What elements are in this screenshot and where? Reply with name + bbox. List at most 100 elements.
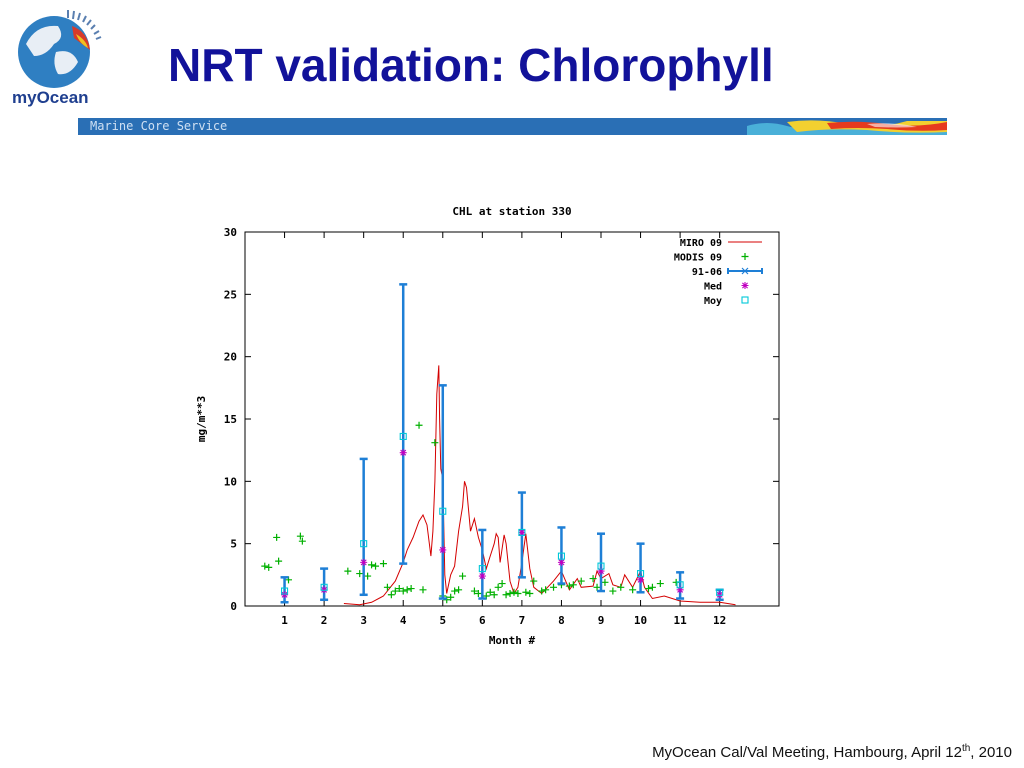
ocean-map-strip	[747, 118, 947, 135]
x-tick-label: 9	[598, 614, 605, 627]
moy-point	[281, 587, 289, 595]
legend-label: Moy	[704, 296, 722, 307]
moy-point	[478, 565, 486, 573]
modis-point	[474, 590, 482, 598]
modis-point	[530, 577, 538, 585]
slide-footer: MyOcean Cal/Val Meeting, Hambourg, April…	[652, 743, 1012, 761]
modis-point	[648, 583, 656, 591]
med-point	[637, 576, 645, 584]
moy-point	[716, 588, 724, 596]
series-moy	[281, 432, 724, 596]
med-point	[478, 572, 486, 580]
header-banner: Marine Core Service	[78, 118, 947, 135]
modis-point	[502, 591, 510, 599]
modis-point	[387, 591, 395, 599]
modis-point	[494, 583, 502, 591]
med-point	[597, 567, 605, 575]
moy-point	[557, 552, 565, 560]
modis-point	[364, 572, 372, 580]
modis-point	[569, 581, 577, 589]
legend-symbol-moy	[741, 296, 749, 304]
series-91-06	[280, 283, 724, 604]
modis-point	[609, 587, 617, 595]
med-point	[439, 546, 447, 554]
med-point	[518, 528, 526, 536]
modis-point	[419, 586, 427, 594]
legend-symbol-modis	[741, 253, 749, 260]
y-tick-label: 5	[230, 538, 237, 551]
modis-point	[490, 591, 498, 599]
modis-point	[368, 561, 376, 569]
modis-point	[538, 587, 546, 595]
x-tick-label: 10	[634, 614, 647, 627]
x-tick-label: 4	[400, 614, 407, 627]
x-tick-label: 8	[558, 614, 565, 627]
modis-point	[526, 590, 534, 598]
modis-point	[407, 585, 415, 593]
miro-line	[343, 365, 736, 606]
modis-point	[470, 587, 478, 595]
modis-point	[261, 562, 269, 570]
y-tick-label: 15	[224, 413, 237, 426]
modis-point	[542, 586, 550, 594]
legend-label: MODIS 09	[674, 253, 722, 264]
x-tick-label: 1	[281, 614, 288, 627]
med-point	[399, 449, 407, 457]
med-point	[281, 591, 289, 599]
modis-point	[601, 578, 609, 586]
modis-point	[403, 586, 411, 594]
slide-title: NRT validation: Chlorophyll	[168, 39, 774, 91]
logo-wordmark: myOcean	[12, 88, 89, 107]
footer-superscript: th	[961, 743, 971, 754]
y-tick-label: 10	[224, 475, 237, 488]
modis-point	[550, 583, 558, 591]
modis-point	[506, 590, 514, 598]
modis-point	[415, 421, 423, 429]
modis-point	[383, 583, 391, 591]
modis-point	[447, 593, 455, 601]
modis-point	[379, 560, 387, 568]
modis-point	[431, 439, 439, 447]
globe-icon	[18, 10, 102, 88]
modis-point	[296, 532, 304, 540]
y-tick-label: 20	[224, 351, 237, 364]
y-tick-label: 25	[224, 288, 237, 301]
modis-point	[459, 572, 467, 580]
modis-point	[593, 583, 601, 591]
modis-point	[455, 586, 463, 594]
modis-point	[486, 588, 494, 596]
series-med	[281, 449, 724, 599]
x-tick-label: 3	[360, 614, 367, 627]
modis-point	[265, 563, 273, 571]
moy-point	[518, 528, 526, 536]
legend-label: Med	[704, 282, 722, 293]
modis-point	[395, 585, 403, 593]
moy-point	[320, 583, 328, 591]
modis-point	[451, 587, 459, 595]
y-tick-label: 30	[224, 226, 237, 239]
x-tick-label: 12	[713, 614, 726, 627]
legend-symbol-errbar-mark	[741, 267, 749, 275]
modis-point	[589, 575, 597, 583]
modis-point	[399, 587, 407, 595]
banner-text: Marine Core Service	[90, 119, 228, 133]
moy-point	[399, 432, 407, 441]
chart-legend: MIRO 09 MODIS 09 91-06 Med Moy	[674, 238, 763, 307]
modis-point	[391, 587, 399, 595]
chart-title: CHL at station 330	[452, 205, 571, 218]
moy-point	[439, 507, 447, 515]
med-point	[676, 586, 684, 594]
footer-suffix: , 2010	[970, 744, 1012, 761]
modis-point	[344, 567, 352, 575]
y-tick-label: 0	[230, 600, 237, 613]
x-tick-label: 2	[321, 614, 328, 627]
modis-point	[356, 570, 364, 578]
series-miro-09	[343, 365, 736, 606]
moy-point	[676, 581, 684, 589]
x-tick-label: 11	[673, 614, 687, 627]
modis-point	[298, 537, 306, 545]
x-tick-label: 5	[439, 614, 446, 627]
x-tick-label: 6	[479, 614, 486, 627]
modis-point	[565, 582, 573, 590]
